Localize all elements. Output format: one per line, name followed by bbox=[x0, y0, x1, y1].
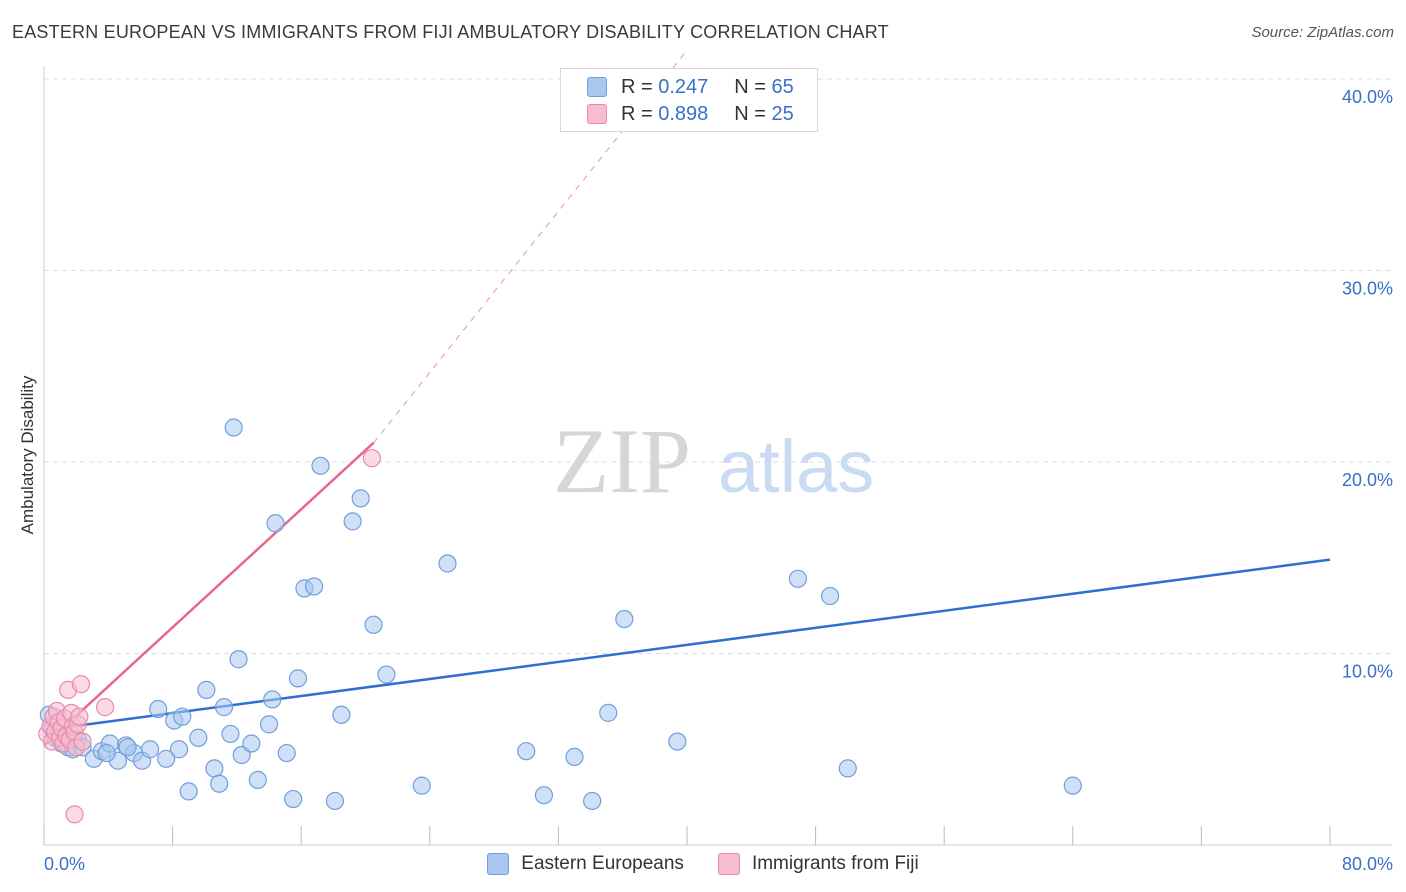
trend-line bbox=[43, 558, 1331, 732]
data-point-eastern-europeans bbox=[311, 456, 330, 475]
legend-swatch-pink bbox=[717, 853, 740, 875]
legend-n-value: 65 bbox=[771, 75, 794, 98]
legend-n-value: 25 bbox=[771, 102, 794, 125]
data-point-eastern-europeans bbox=[820, 586, 840, 606]
data-point-eastern-europeans bbox=[118, 738, 137, 757]
data-point-eastern-europeans bbox=[197, 680, 216, 699]
data-point-eastern-europeans bbox=[351, 489, 370, 508]
data-point-eastern-europeans bbox=[169, 740, 189, 759]
data-point-eastern-europeans bbox=[788, 569, 808, 588]
data-point-eastern-europeans bbox=[229, 650, 248, 669]
points-immigrants-from-fiji bbox=[38, 449, 382, 824]
legend-swatch-blue bbox=[487, 853, 510, 875]
y-tick-label: 40.0% bbox=[1342, 87, 1393, 107]
data-point-eastern-europeans bbox=[364, 615, 383, 634]
data-point-eastern-europeans bbox=[288, 669, 308, 688]
data-point-eastern-europeans bbox=[157, 749, 176, 768]
trend-line-eastern-europeans bbox=[43, 558, 1331, 732]
data-point-eastern-europeans bbox=[214, 698, 234, 717]
legend-swatch-blue bbox=[587, 77, 607, 97]
data-point-eastern-europeans bbox=[583, 791, 602, 811]
legend-n-label: N = bbox=[734, 102, 766, 125]
data-point-eastern-europeans bbox=[189, 728, 208, 747]
data-point-eastern-europeans bbox=[97, 743, 116, 763]
data-point-eastern-europeans bbox=[438, 554, 457, 573]
legend-item-eastern-europeans[interactable]: Eastern Europeans bbox=[487, 853, 684, 875]
data-point-eastern-europeans bbox=[377, 665, 396, 684]
legend-item-immigrants-from-fiji[interactable]: Immigrants from Fiji bbox=[717, 853, 919, 875]
source-label: Source: ZipAtlas.com bbox=[1251, 24, 1394, 41]
data-point-eastern-europeans bbox=[325, 791, 345, 811]
legend-r-label: R = bbox=[621, 102, 653, 125]
data-point-eastern-europeans bbox=[149, 699, 168, 719]
legend-swatch-pink bbox=[587, 104, 607, 124]
data-point-eastern-europeans bbox=[179, 782, 198, 801]
data-point-eastern-europeans bbox=[277, 743, 296, 763]
data-point-eastern-europeans bbox=[838, 759, 857, 778]
data-point-eastern-europeans bbox=[266, 514, 285, 533]
data-point-eastern-europeans bbox=[221, 724, 240, 744]
data-point-eastern-europeans bbox=[140, 740, 160, 759]
data-point-eastern-europeans bbox=[615, 609, 634, 629]
data-point-eastern-europeans bbox=[343, 512, 362, 531]
data-point-eastern-europeans bbox=[263, 690, 282, 709]
legend-row-eastern-europeans: R = 0.247 N = 65 bbox=[561, 73, 794, 101]
y-tick-label: 10.0% bbox=[1342, 662, 1393, 682]
data-point-immigrants-from-fiji bbox=[65, 805, 84, 824]
data-point-immigrants-from-fiji bbox=[95, 698, 115, 717]
tick-labels: 10.0% 20.0% 30.0% 40.0% 0.0% 80.0% bbox=[44, 87, 1393, 874]
data-point-eastern-europeans bbox=[517, 742, 536, 761]
data-point-eastern-europeans bbox=[224, 418, 243, 437]
data-point-eastern-europeans bbox=[259, 715, 279, 734]
trend-line bbox=[43, 441, 375, 747]
data-point-eastern-europeans bbox=[284, 789, 303, 809]
data-point-immigrants-from-fiji bbox=[71, 675, 91, 694]
data-point-immigrants-from-fiji bbox=[362, 449, 382, 468]
legend-label: Eastern Europeans bbox=[521, 853, 684, 874]
data-point-eastern-europeans bbox=[210, 774, 229, 793]
data-point-eastern-europeans bbox=[1063, 776, 1082, 795]
series-legend: Eastern Europeans Immigrants from Fiji bbox=[0, 850, 1406, 878]
data-point-eastern-europeans bbox=[412, 776, 431, 795]
watermark-atlas: atlas bbox=[718, 425, 874, 508]
gridlines bbox=[44, 78, 1392, 654]
legend-n-label: N = bbox=[734, 75, 766, 98]
data-point-eastern-europeans bbox=[304, 577, 324, 596]
data-point-eastern-europeans bbox=[248, 770, 267, 789]
data-point-eastern-europeans bbox=[332, 705, 351, 724]
watermark-zip: ZIP bbox=[553, 410, 691, 512]
legend-r-value: 0.898 bbox=[658, 102, 709, 125]
legend-label: Immigrants from Fiji bbox=[751, 853, 919, 874]
data-point-eastern-europeans bbox=[242, 734, 261, 753]
y-tick-label: 20.0% bbox=[1342, 470, 1393, 490]
watermark: ZIP atlas bbox=[553, 410, 874, 512]
legend-r-label: R = bbox=[621, 75, 653, 98]
legend-row-immigrants-from-fiji: R = 0.898 N = 25 bbox=[561, 100, 794, 128]
correlation-legend: R = 0.247 N = 65 R = 0.898 N = 25 bbox=[560, 68, 818, 132]
chart-title: EASTERN EUROPEAN VS IMMIGRANTS FROM FIJI… bbox=[12, 22, 889, 42]
data-point-eastern-europeans bbox=[173, 707, 192, 726]
trend-line-immigrants-from-fiji bbox=[43, 49, 688, 747]
x-tick-label: 0.0% bbox=[44, 854, 85, 874]
data-point-eastern-europeans bbox=[205, 759, 224, 778]
data-point-immigrants-from-fiji bbox=[70, 707, 89, 726]
data-point-eastern-europeans bbox=[599, 703, 618, 722]
legend-r-value: 0.247 bbox=[658, 75, 709, 98]
data-point-eastern-europeans bbox=[565, 747, 584, 767]
data-point-eastern-europeans bbox=[534, 786, 554, 805]
data-point-immigrants-from-fiji bbox=[73, 732, 92, 751]
x-tick-label: 80.0% bbox=[1342, 854, 1393, 874]
data-point-eastern-europeans bbox=[668, 732, 687, 751]
y-tick-label: 30.0% bbox=[1342, 279, 1393, 299]
